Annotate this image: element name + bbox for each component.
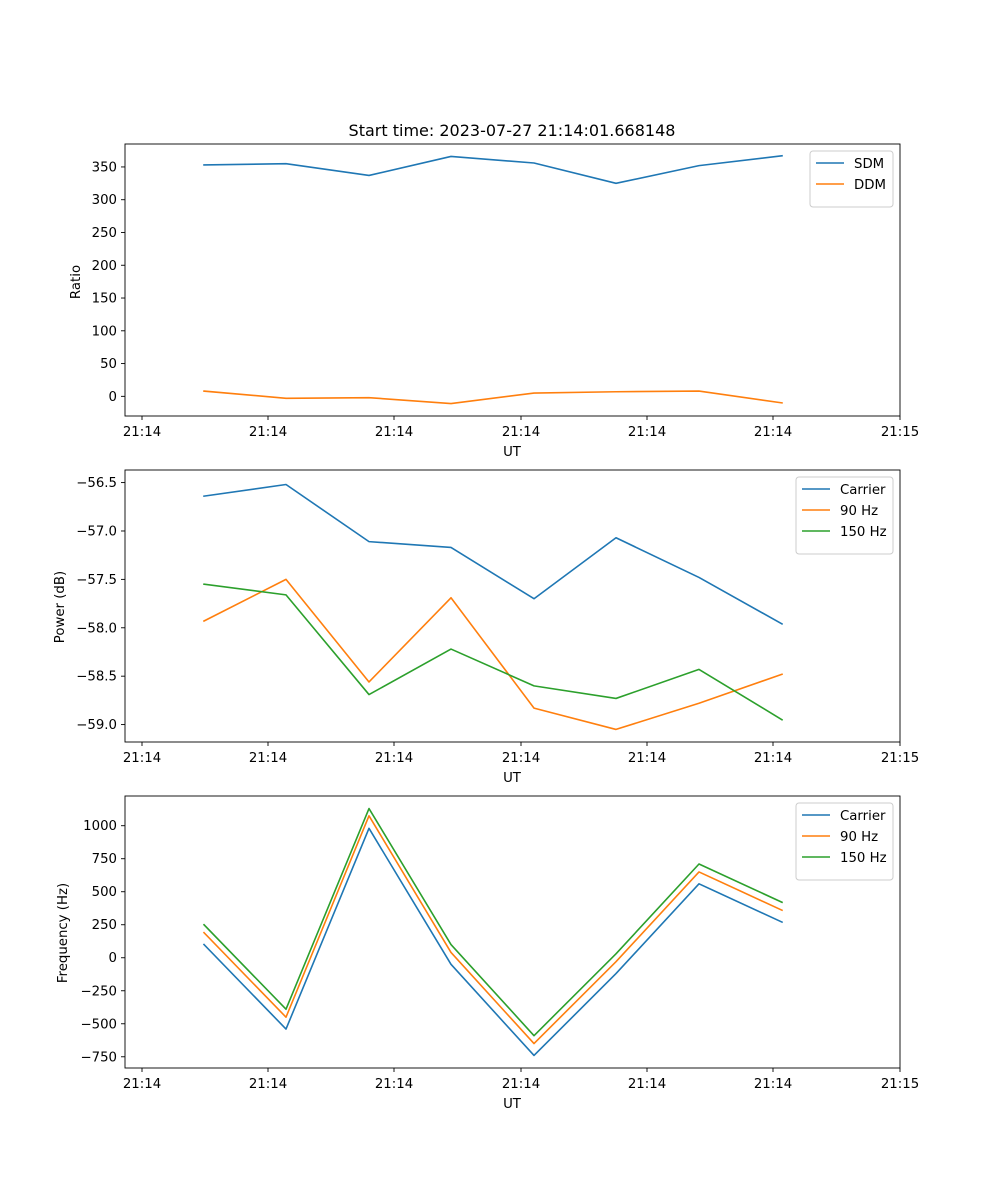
x-tick-label: 21:14 [502, 425, 540, 440]
x-tick-label: 21:15 [881, 1077, 919, 1092]
x-tick-label: 21:14 [754, 751, 792, 766]
x-tick-label: 21:14 [375, 751, 413, 766]
x-tick-label: 21:14 [375, 425, 413, 440]
power-panel: UT Power (dB) 21:14 21:14 21:14 21:14 21:14 2… [53, 469, 919, 786]
y-tick-label: −750 [80, 1050, 117, 1065]
legend-label: 90 Hz [840, 830, 878, 845]
legend-box [809, 150, 894, 208]
y-tick-label: −57.5 [76, 573, 117, 588]
y-tick-label: 0 [109, 390, 117, 405]
x-tick-label: 21:14 [249, 425, 287, 440]
x-tick-label: 21:14 [754, 1077, 792, 1092]
legend-label: 150 Hz [840, 851, 887, 866]
y-tick-label: 250 [92, 918, 117, 933]
axes-frame [124, 143, 901, 417]
legend: Carrier 90 Hz 150 Hz [795, 802, 894, 881]
legend-label: 90 Hz [840, 504, 878, 519]
axes-frame [124, 795, 901, 1069]
chart-title: Start time: 2023-07-27 21:14:01.668148 [349, 121, 676, 140]
y-tick-label: 150 [92, 292, 117, 307]
x-axis-label: UT [503, 1097, 522, 1112]
series-line-sdm [203, 154, 783, 185]
x-axis-label: UT [503, 445, 522, 460]
y-tick-label: 0 [109, 951, 117, 966]
y-tick-label: 1000 [83, 819, 117, 834]
series-line-ddm [203, 390, 783, 405]
x-tick-label: 21:15 [881, 425, 919, 440]
x-tick-label: 21:14 [249, 1077, 287, 1092]
legend-box [795, 802, 894, 881]
x-tick-label: 21:14 [123, 1077, 161, 1092]
legend: Carrier 90 Hz 150 Hz [795, 476, 894, 555]
x-tick-label: 21:15 [881, 751, 919, 766]
y-tick-label: 250 [92, 226, 117, 241]
x-tick-label: 21:14 [123, 751, 161, 766]
legend-label: DDM [854, 178, 886, 193]
ratio-panel: Start time: 2023-07-27 21:14:01.668148 U… [69, 121, 919, 460]
y-axis-label: Power (dB) [53, 571, 68, 643]
x-tick-label: 21:14 [628, 425, 666, 440]
y-tick-label: −59.0 [76, 718, 117, 733]
y-tick-label: 200 [92, 259, 117, 274]
y-tick-label: 50 [100, 357, 117, 372]
x-tick-label: 21:14 [628, 1077, 666, 1092]
series-line-150-hz [203, 583, 784, 721]
y-tick-label: 500 [92, 885, 117, 900]
axes-frame [124, 469, 901, 743]
x-axis-label: UT [503, 771, 522, 786]
x-tick-label: 21:14 [123, 425, 161, 440]
frequency-panel: UT Frequency (Hz) 21:14 21:14 21:14 21:14 21… [56, 795, 919, 1112]
series-line-90-hz [202, 815, 784, 1045]
legend: SDM DDM [809, 150, 894, 208]
series-line-90-hz [202, 578, 784, 731]
x-tick-label: 21:14 [375, 1077, 413, 1092]
y-tick-label: 100 [92, 324, 117, 339]
y-tick-label: −58.5 [76, 670, 117, 685]
y-tick-label: −57.0 [76, 524, 117, 539]
y-tick-label: 300 [92, 193, 117, 208]
legend-label: SDM [854, 157, 884, 172]
y-tick-label: −250 [80, 984, 117, 999]
y-tick-label: −58.0 [76, 621, 117, 636]
y-tick-label: 350 [92, 160, 117, 175]
x-tick-label: 21:14 [502, 751, 540, 766]
legend-box [795, 476, 894, 555]
y-tick-label: −500 [80, 1017, 117, 1032]
y-tick-label: −56.5 [76, 476, 117, 491]
series-line-carrier [203, 483, 784, 625]
y-axis-label: Ratio [69, 265, 84, 299]
x-tick-label: 21:14 [502, 1077, 540, 1092]
x-tick-label: 21:14 [754, 425, 792, 440]
legend-label: Carrier [840, 483, 886, 498]
series-line-carrier [202, 827, 784, 1057]
y-tick-label: 750 [92, 852, 117, 867]
y-axis-label: Frequency (Hz) [56, 883, 71, 983]
legend-label: Carrier [840, 809, 886, 824]
series-line-150-hz [202, 807, 784, 1037]
legend-label: 150 Hz [840, 525, 887, 540]
x-tick-label: 21:14 [628, 751, 666, 766]
x-tick-label: 21:14 [249, 751, 287, 766]
